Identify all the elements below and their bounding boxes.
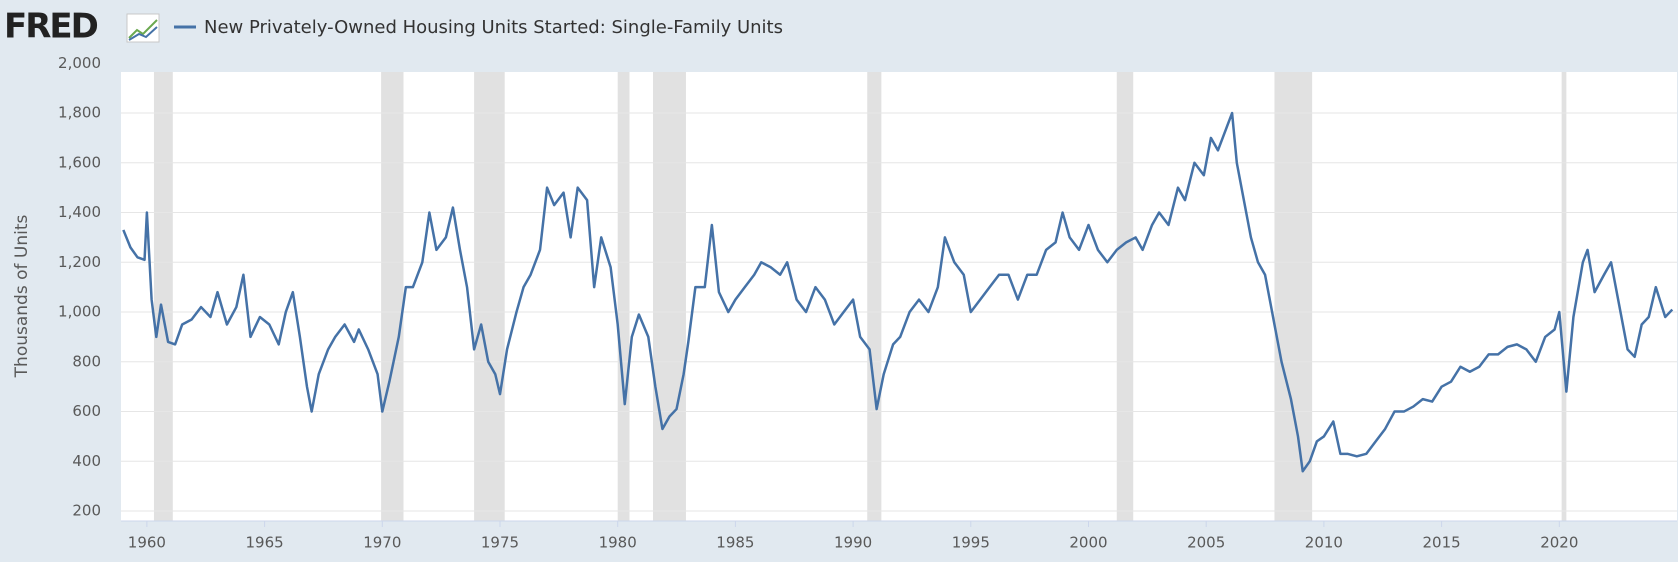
x-tick-label: 1990 bbox=[834, 534, 872, 552]
plot-area bbox=[121, 72, 1677, 521]
x-tick-label: 1985 bbox=[716, 534, 754, 552]
recession-band bbox=[653, 72, 686, 521]
legend-label: New Privately-Owned Housing Units Starte… bbox=[204, 17, 783, 38]
y-tick-label: 1,600 bbox=[58, 153, 101, 171]
x-tick-label: 2015 bbox=[1423, 534, 1461, 552]
y-tick-label: 200 bbox=[72, 502, 101, 520]
y-tick-label: 1,400 bbox=[58, 203, 101, 221]
recession-band bbox=[153, 72, 173, 521]
y-tick-label: 600 bbox=[72, 402, 101, 420]
recession-band bbox=[1561, 72, 1567, 521]
x-tick-label: 1960 bbox=[128, 534, 166, 552]
x-tick-label: 1980 bbox=[599, 534, 637, 552]
x-tick-label: 2010 bbox=[1305, 534, 1343, 552]
y-tick-label: 2,000 bbox=[58, 54, 101, 72]
recession-band bbox=[474, 72, 505, 521]
recession-band bbox=[1116, 72, 1134, 521]
x-tick-label: 2005 bbox=[1187, 534, 1225, 552]
x-tick-label: 1975 bbox=[481, 534, 519, 552]
y-tick-label: 400 bbox=[72, 452, 101, 470]
recession-band bbox=[381, 72, 404, 521]
y-tick-label: 1,800 bbox=[58, 104, 101, 122]
recession-band bbox=[1274, 72, 1313, 521]
recession-band bbox=[617, 72, 630, 521]
y-tick-label: 1,200 bbox=[58, 253, 101, 271]
data-line bbox=[122, 111, 1674, 473]
x-tick-label: 1965 bbox=[246, 534, 284, 552]
x-tick-label: 2000 bbox=[1069, 534, 1107, 552]
x-tick-label: 2020 bbox=[1540, 534, 1578, 552]
y-tick-label: 1,000 bbox=[58, 303, 101, 321]
logo: FRED bbox=[4, 7, 98, 47]
logo-icon bbox=[126, 13, 160, 43]
x-tick-label: 1970 bbox=[363, 534, 401, 552]
y-axis-label: Thousands of Units bbox=[12, 215, 32, 379]
x-tick-label: 1995 bbox=[952, 534, 990, 552]
recession-band bbox=[867, 72, 882, 521]
y-tick-label: 800 bbox=[72, 352, 101, 370]
